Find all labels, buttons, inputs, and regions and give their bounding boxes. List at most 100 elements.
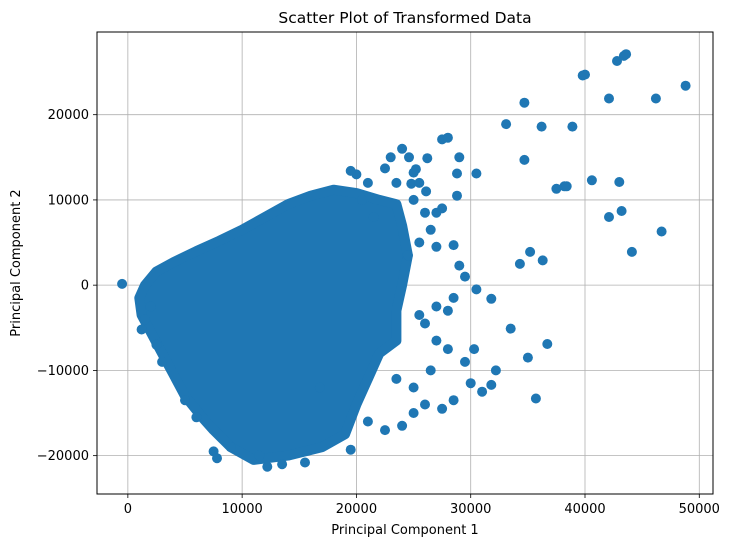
- scatter-points: [117, 49, 691, 472]
- scatter-point: [397, 143, 408, 154]
- scatter-point: [551, 183, 562, 194]
- scatter-point: [580, 69, 590, 80]
- scatter-point: [442, 132, 453, 143]
- scatter-point: [345, 165, 356, 176]
- scatter-point: [614, 177, 625, 187]
- dense-cluster-area: [134, 184, 413, 465]
- scatter-point: [437, 403, 448, 414]
- scatter-point: [452, 168, 462, 179]
- scatter-point: [314, 382, 325, 393]
- scatter-point: [469, 344, 480, 355]
- scatter-point: [519, 154, 530, 165]
- y-tick-label: −10000: [37, 364, 89, 379]
- scatter-point: [442, 305, 453, 316]
- scatter-point: [505, 323, 516, 334]
- x-tick-label: 40000: [564, 502, 605, 517]
- scatter-point: [380, 425, 390, 436]
- scatter-point: [414, 310, 425, 320]
- scatter-point: [612, 56, 622, 66]
- scatter-point: [567, 121, 578, 132]
- x-tick-label: 20000: [336, 502, 377, 517]
- x-tick-label: 30000: [450, 502, 491, 517]
- dense-point-cloud: [134, 184, 413, 465]
- scatter-point: [420, 318, 430, 329]
- scatter-point: [431, 301, 442, 312]
- scatter-point: [561, 181, 572, 192]
- scatter-point: [680, 80, 691, 91]
- y-tick-label: 20000: [48, 108, 89, 123]
- y-tick-label: −20000: [37, 449, 89, 464]
- scatter-point: [391, 373, 402, 384]
- scatter-point: [277, 459, 288, 470]
- scatter-point: [442, 344, 453, 355]
- scatter-point: [519, 97, 530, 108]
- scatter-point: [414, 177, 425, 188]
- scatter-point: [391, 177, 402, 188]
- scatter-point: [621, 49, 632, 60]
- scatter-point: [530, 393, 541, 404]
- scatter-point: [380, 163, 390, 174]
- x-axis-title: Principal Component 1: [331, 523, 478, 538]
- scatter-point: [425, 224, 436, 235]
- scatter-point: [616, 206, 627, 216]
- scatter-point: [368, 212, 379, 222]
- scatter-point: [501, 119, 512, 130]
- scatter-point: [404, 152, 414, 163]
- scatter-point: [536, 121, 547, 132]
- scatter-point: [604, 212, 614, 222]
- scatter-point: [421, 186, 432, 197]
- scatter-point: [117, 278, 128, 289]
- scatter-point: [460, 271, 470, 282]
- scatter-point: [225, 442, 236, 453]
- scatter-point: [420, 207, 430, 218]
- scatter-point: [357, 194, 368, 205]
- scatter-point: [431, 241, 442, 252]
- axis-ticks: 0 10000 20000 30000 40000 50000 −20000 −10000 0 1…: [37, 108, 720, 517]
- scatter-point: [397, 420, 408, 431]
- scatter-point: [490, 365, 501, 376]
- scatter-point: [437, 203, 448, 214]
- chart-title: Scatter Plot of Transformed Data: [278, 9, 531, 27]
- scatter-point: [422, 153, 433, 164]
- scatter-point: [136, 324, 147, 335]
- y-tick-label: 10000: [48, 193, 89, 208]
- scatter-point: [626, 246, 637, 257]
- scatter-point: [300, 457, 310, 468]
- scatter-point: [537, 255, 548, 266]
- scatter-point: [656, 226, 667, 237]
- scatter-point: [402, 250, 413, 261]
- scatter-point: [542, 339, 553, 349]
- scatter-point: [408, 382, 419, 393]
- scatter-point: [477, 386, 488, 397]
- y-axis-title: Principal Component 2: [9, 189, 24, 336]
- scatter-point: [514, 258, 525, 269]
- scatter-point: [448, 395, 459, 406]
- scatter-point: [425, 365, 436, 376]
- scatter-point: [157, 356, 168, 367]
- scatter-point: [525, 246, 536, 257]
- scatter-point: [145, 301, 156, 312]
- scatter-point: [471, 284, 482, 295]
- x-tick-label: 50000: [679, 502, 720, 517]
- scatter-point: [140, 314, 150, 325]
- x-tick-label: 0: [124, 502, 132, 517]
- y-tick-label: 0: [81, 279, 89, 294]
- scatter-point: [420, 399, 430, 410]
- scatter-point: [408, 408, 419, 418]
- scatter-point: [452, 190, 462, 201]
- scatter-point: [454, 152, 465, 163]
- scatter-point: [408, 167, 419, 178]
- scatter-point: [406, 178, 417, 189]
- scatter-point: [191, 412, 202, 423]
- scatter-point: [345, 444, 356, 455]
- scatter-point: [414, 237, 425, 248]
- plot-frame: [96, 31, 714, 495]
- scatter-point: [604, 93, 614, 104]
- scatter-point: [448, 292, 459, 303]
- scatter-point: [262, 461, 273, 472]
- scatter-point: [586, 175, 597, 186]
- scatter-point: [486, 379, 497, 390]
- scatter-point: [650, 93, 661, 104]
- scatter-point: [362, 177, 373, 188]
- scatter-point: [254, 450, 265, 461]
